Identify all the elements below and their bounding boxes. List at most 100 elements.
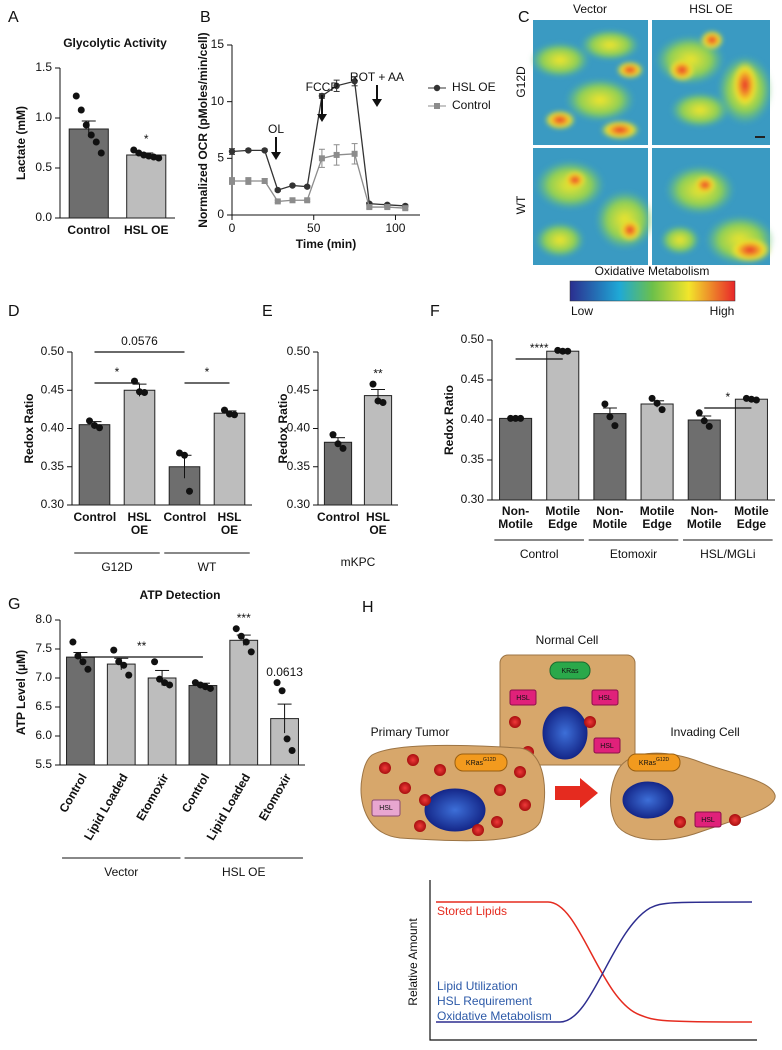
significance-label: *** <box>237 611 251 625</box>
x-tick-label-box: HSL OE <box>218 511 242 537</box>
x-tick-label-wrap: Control <box>50 511 140 524</box>
panel-letter: F <box>430 303 440 320</box>
schematic-plot: Relative Amount Stored Lipids Lipid Util… <box>406 880 757 1041</box>
x-tick-label-wrap: Non-Motile <box>659 505 749 531</box>
x-tick-label: 100 <box>385 221 405 235</box>
colorbar-low: Low <box>571 304 593 318</box>
data-point <box>181 451 188 459</box>
y-axis-label: Redox Ratio <box>276 393 290 463</box>
marker <box>274 198 281 205</box>
x-tick-label: Control <box>73 511 117 524</box>
data-point <box>339 444 347 452</box>
micrograph <box>652 148 775 265</box>
significance-label: 0.0613 <box>266 665 303 679</box>
significance-label: * <box>144 132 149 146</box>
data-point <box>700 417 708 425</box>
data-point <box>97 149 105 157</box>
group-label: HSL OE <box>222 865 266 879</box>
x-tick-label-box: HSL OE <box>128 511 152 537</box>
annotation-arrowhead <box>271 152 281 160</box>
y-tick-label: 0.45 <box>461 372 485 386</box>
column-label: Vector <box>573 2 607 16</box>
significance-label: ** <box>137 639 147 653</box>
data-point <box>648 394 656 402</box>
data-point <box>92 138 100 146</box>
marker <box>304 183 311 190</box>
annotation: FCCP <box>306 80 339 94</box>
protein-label: HSL <box>701 817 715 824</box>
series-line <box>232 153 406 209</box>
micrograph <box>652 20 773 145</box>
marker <box>384 204 391 211</box>
y-axis-label: ATP Level (µM) <box>14 650 28 735</box>
marker <box>333 151 340 158</box>
x-tick-label-box: Motile Edge <box>612 505 702 531</box>
group-label: G12D <box>101 560 133 574</box>
significance-label: 0.0576 <box>121 334 158 348</box>
significance-label: **** <box>530 341 549 355</box>
colorbar-high: High <box>710 304 735 318</box>
data-point <box>74 652 82 660</box>
axis-label: Relative Amount <box>406 918 420 1006</box>
curve-label: Stored Lipids <box>437 904 507 918</box>
data-point <box>232 625 240 633</box>
x-tick-label-wrap: Motile Edge <box>612 505 702 531</box>
data-point <box>379 398 387 406</box>
x-tick-label-wrap: Control <box>293 511 383 524</box>
y-tick-label: 0.50 <box>41 344 65 358</box>
group-label: mKPC <box>341 555 376 569</box>
column-label: HSL OE <box>689 2 733 16</box>
data-point <box>72 92 80 100</box>
curve-label: Lipid Utilization <box>437 979 518 993</box>
bar <box>323 441 353 506</box>
marker <box>351 78 358 85</box>
data-point <box>658 406 666 414</box>
marker <box>304 197 311 204</box>
y-axis-label: Redox Ratio <box>22 393 36 463</box>
bar <box>499 417 533 501</box>
annotation-arrowhead <box>372 99 382 107</box>
data-point <box>186 487 193 495</box>
bar <box>123 389 156 506</box>
protein-label: KRas <box>561 668 579 675</box>
x-tick-label: Lipid Loaded <box>81 771 130 843</box>
protein-mutation: G12D <box>483 757 496 763</box>
x-axis-label: Time (min) <box>296 237 356 251</box>
data-point <box>329 431 337 439</box>
bar <box>68 128 109 219</box>
marker <box>245 147 252 154</box>
normal-cell: Normal Cell KRas HSL HSL HSL <box>499 633 636 766</box>
data-point <box>705 422 713 430</box>
x-tick-label: Non-Motile <box>686 505 722 531</box>
y-tick-label: 0.50 <box>287 344 311 358</box>
primary-tumor: Primary Tumor KRasG12D HSL <box>360 725 545 842</box>
y-tick-label: 0.35 <box>287 459 311 473</box>
x-tick-label: Etomoxir <box>133 771 171 823</box>
x-tick-label: Non-Motile <box>498 505 533 531</box>
significance-label: * <box>725 390 730 404</box>
y-tick-label: 0.30 <box>41 497 65 511</box>
x-tick-label: Control <box>317 511 360 524</box>
marker <box>366 204 373 211</box>
data-point <box>601 400 609 408</box>
y-tick-label: 0.45 <box>287 382 311 396</box>
panel-letter: B <box>200 9 211 26</box>
x-tick-label-box: Control <box>293 511 383 524</box>
data-point <box>84 665 92 673</box>
bar <box>687 419 721 501</box>
bar <box>147 677 177 766</box>
data-point <box>156 675 164 683</box>
y-tick-label: 0.45 <box>41 382 65 396</box>
panel-letter: C <box>518 9 530 26</box>
y-tick-label: 7.0 <box>35 670 52 684</box>
data-point <box>752 396 760 404</box>
data-point <box>96 424 103 432</box>
x-tick-label-box: Control <box>67 224 110 237</box>
cell-title: Invading Cell <box>670 725 739 739</box>
invading-cell: Invading Cell KRasG12D HSL <box>610 725 776 841</box>
y-tick-label: 1.0 <box>35 110 52 124</box>
marker <box>261 147 268 154</box>
data-point <box>517 414 525 422</box>
x-tick-label: Control <box>56 771 89 815</box>
y-tick-label: 0.40 <box>287 421 311 435</box>
